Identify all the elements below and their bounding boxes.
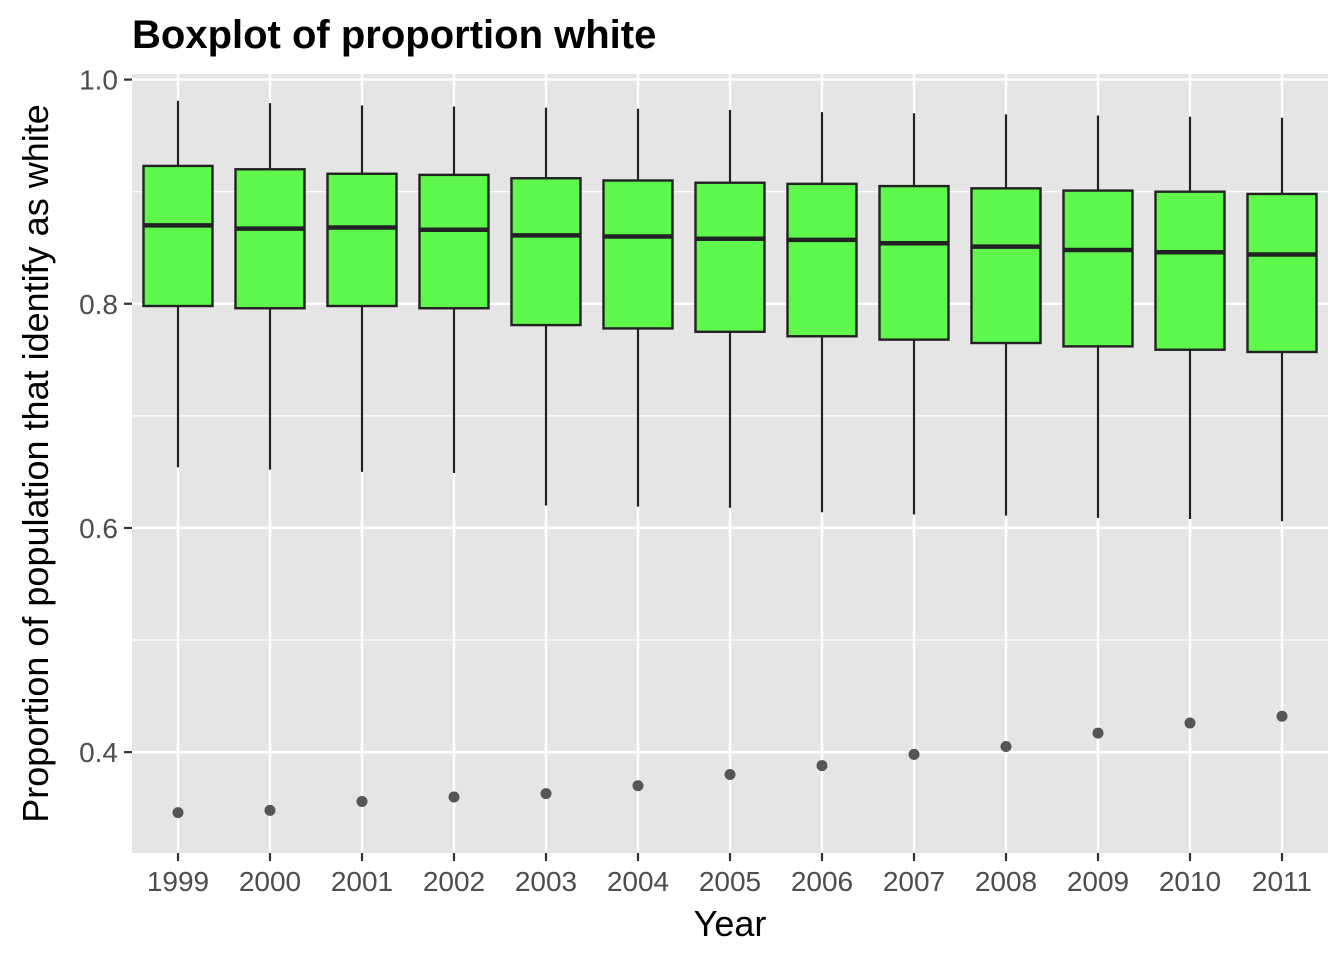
x-tick-label: 1999 (147, 866, 209, 897)
box-2011 (1246, 117, 1318, 722)
y-tick-label: 0.4 (79, 737, 118, 768)
x-axis-title: Year (694, 903, 767, 944)
box-body (1246, 192, 1318, 354)
box-2000 (234, 103, 306, 816)
x-tick-label: 2008 (975, 866, 1037, 897)
box-2006 (786, 112, 858, 772)
y-axis-title: Proportion of population that identify a… (15, 104, 56, 822)
chart-title: Boxplot of proportion white (132, 13, 656, 57)
x-axis: 1999 2000 2001 2002 2003 2004 2005 2006 2007 2008… (147, 853, 1312, 897)
outlier-point (816, 760, 828, 772)
box-body (234, 168, 306, 310)
x-tick-label: 2006 (791, 866, 853, 897)
outlier-point (172, 807, 184, 819)
box-body (878, 184, 950, 341)
x-tick-label: 2010 (1159, 866, 1221, 897)
y-tick-label: 0.8 (79, 289, 118, 320)
x-tick-label: 2007 (883, 866, 945, 897)
x-tick-label: 2009 (1067, 866, 1129, 897)
box-body (1062, 189, 1134, 348)
box-2001 (326, 105, 398, 807)
x-tick-label: 2002 (423, 866, 485, 897)
outlier-point (356, 795, 368, 807)
y-axis: 0.4 0.6 0.8 1.0 (79, 65, 132, 768)
box-body (326, 172, 398, 308)
box-body (1154, 190, 1226, 351)
outlier-point (1184, 717, 1196, 729)
box-body (970, 187, 1042, 345)
x-tick-label: 2011 (1252, 866, 1312, 897)
outlier-point (724, 769, 736, 781)
box-body (142, 164, 214, 308)
boxes (142, 100, 1318, 819)
box-body (602, 179, 674, 330)
outlier-point (540, 788, 552, 800)
box-2005 (694, 109, 766, 781)
x-tick-label: 2001 (331, 866, 393, 897)
outlier-point (1092, 727, 1104, 739)
outlier-point (1000, 741, 1012, 753)
box-body (786, 182, 858, 338)
x-tick-label: 2000 (239, 866, 301, 897)
box-2008 (970, 114, 1042, 753)
x-tick-label: 2004 (607, 866, 669, 897)
box-body (510, 177, 582, 327)
y-tick-label: 1.0 (79, 65, 118, 96)
x-tick-label: 2003 (515, 866, 577, 897)
outlier-point (264, 804, 276, 816)
y-tick-label: 0.6 (79, 513, 118, 544)
outlier-point (908, 748, 920, 760)
box-2004 (602, 108, 674, 792)
outlier-point (1276, 710, 1288, 722)
box-2009 (1062, 115, 1134, 739)
outlier-point (448, 791, 460, 803)
box-2003 (510, 107, 582, 800)
box-2002 (418, 106, 490, 803)
box-body (694, 181, 766, 333)
box-1999 (142, 100, 214, 819)
outlier-point (632, 780, 644, 792)
box-2010 (1154, 116, 1226, 729)
x-tick-label: 2005 (699, 866, 761, 897)
box-2007 (878, 113, 950, 760)
box-body (418, 173, 490, 310)
